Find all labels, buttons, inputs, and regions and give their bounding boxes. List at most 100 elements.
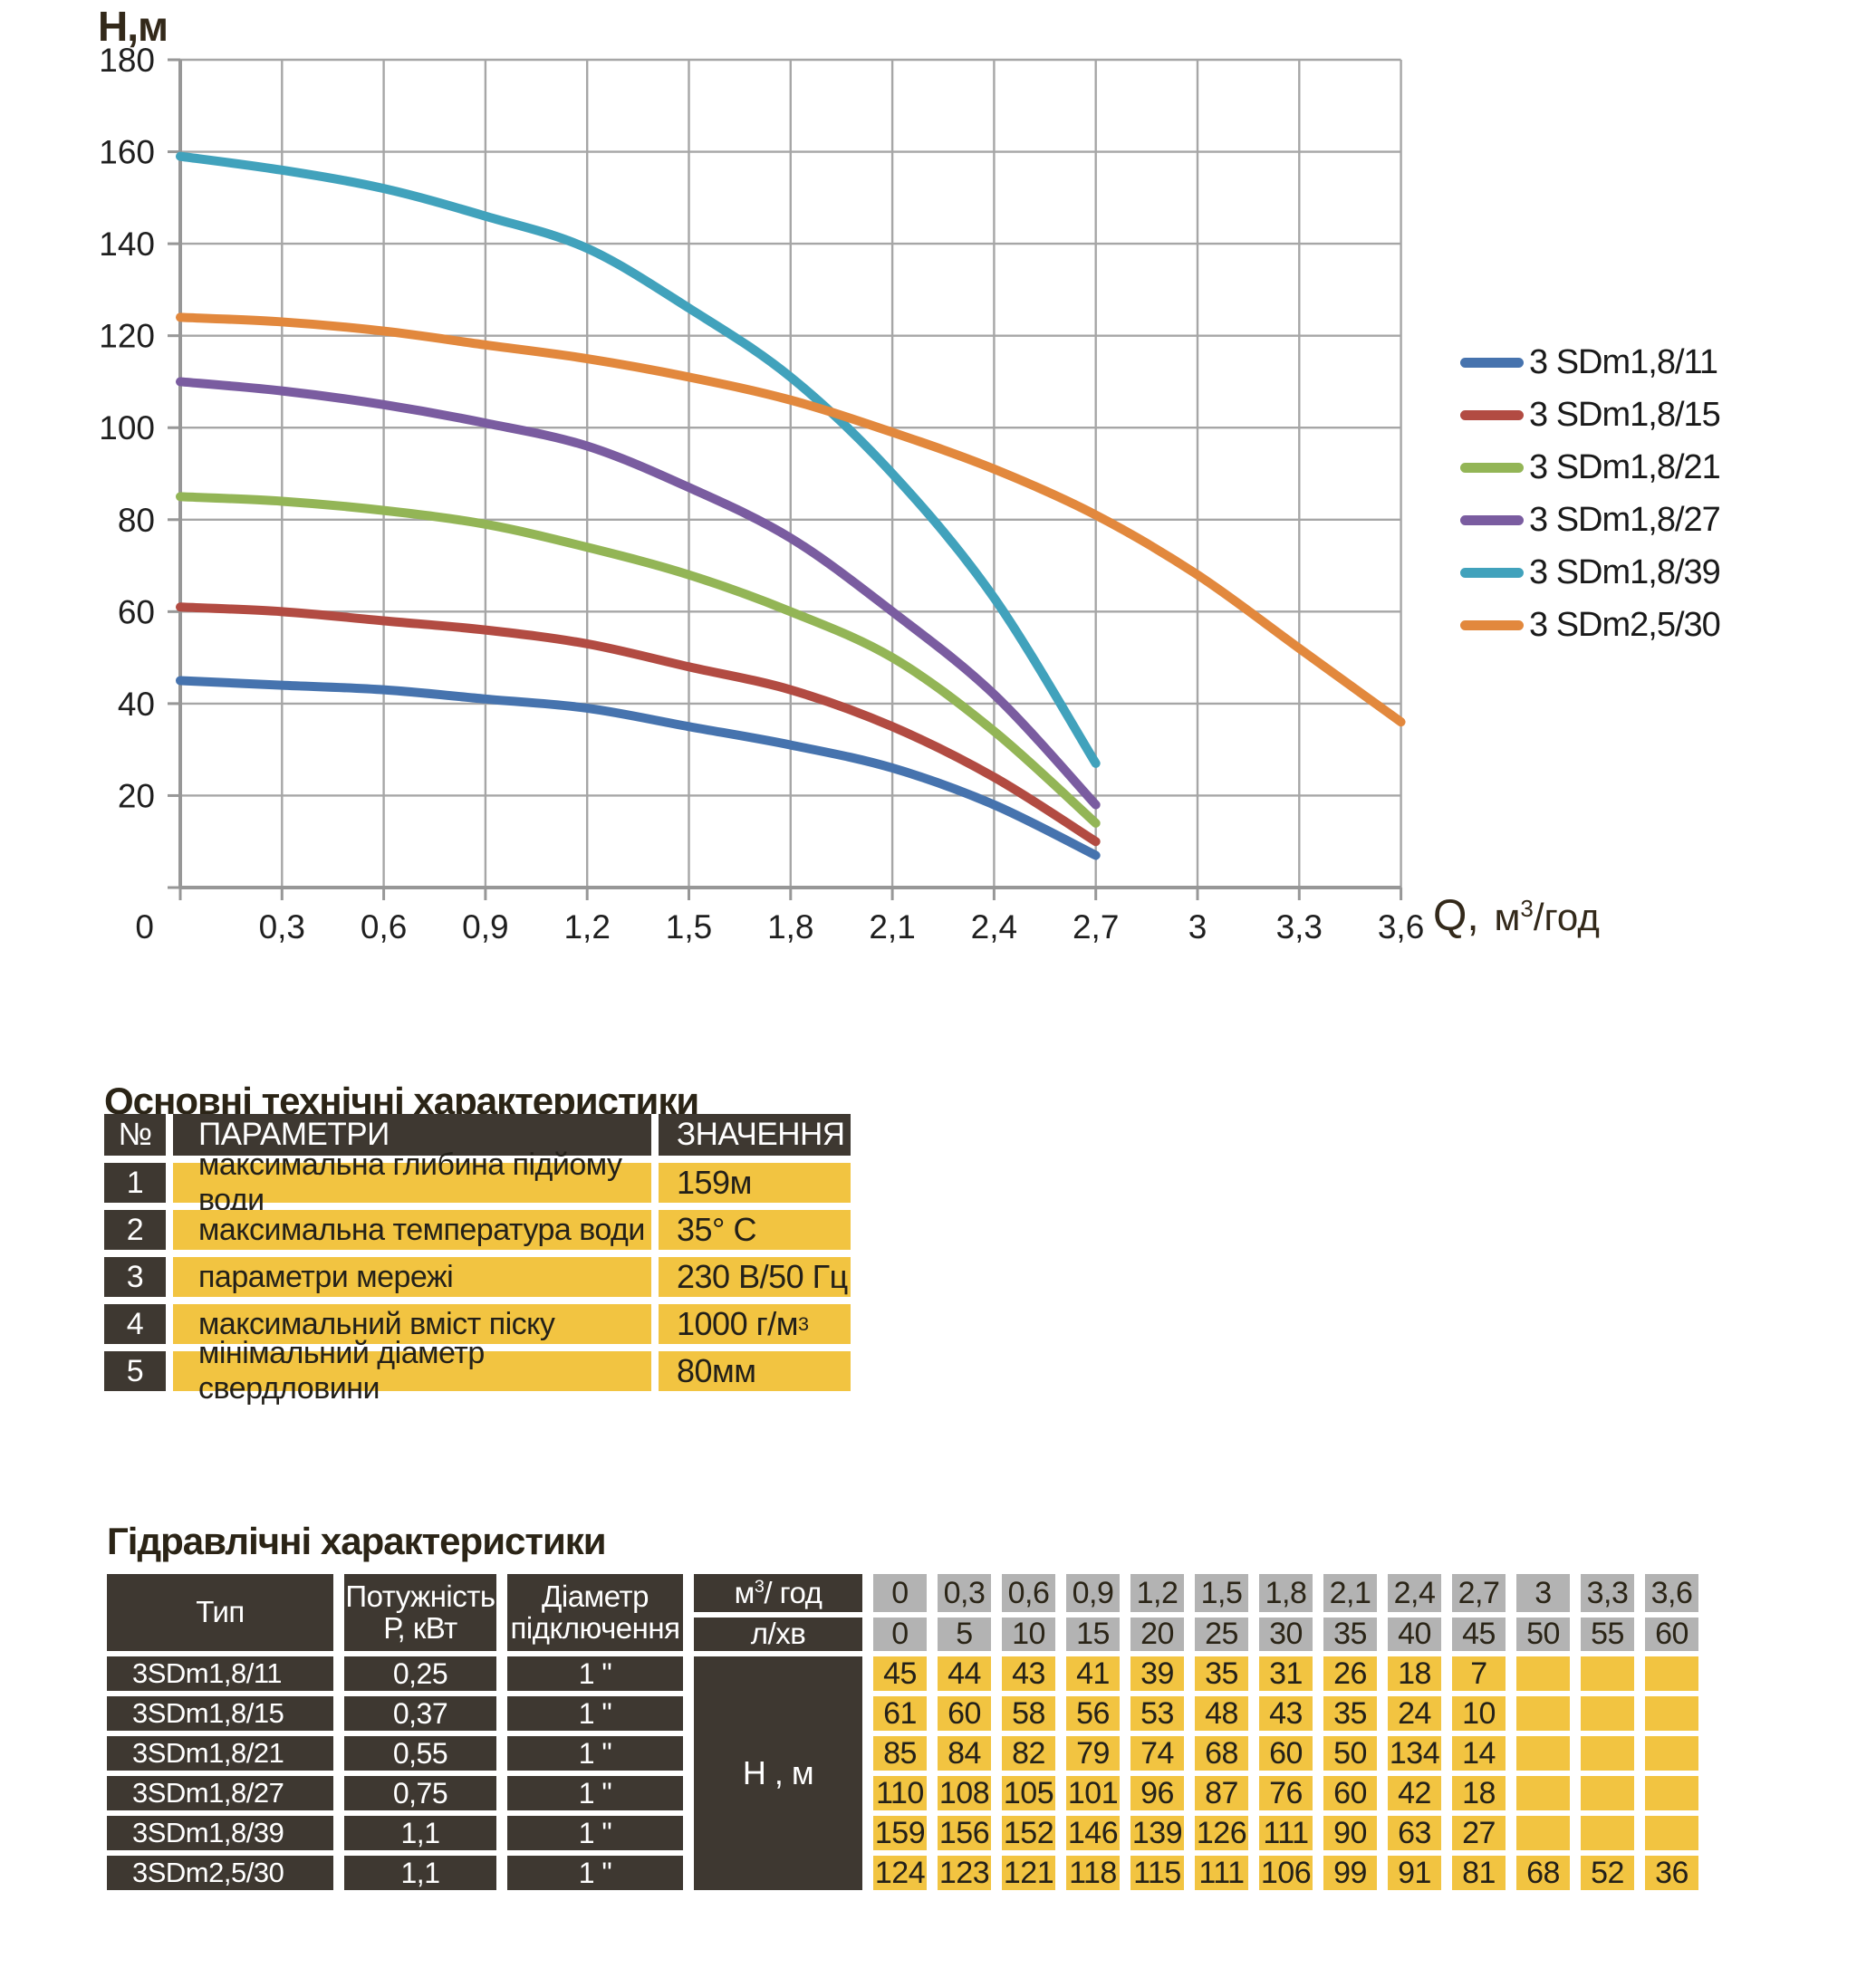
head-value-cell: [1581, 1776, 1634, 1810]
head-value-cell: 84: [938, 1736, 991, 1771]
pump-power-cell: 0,25: [344, 1656, 496, 1691]
flow-lmin-cell: 20: [1130, 1617, 1184, 1651]
series-lines: [176, 151, 1406, 860]
flow-lmin-cell: 35: [1323, 1617, 1377, 1651]
y-tick-label: 100: [99, 409, 155, 446]
legend-label: 3 SDm1,8/21: [1529, 447, 1721, 486]
tech-header-num: №: [104, 1114, 166, 1156]
tech-value-cell: 35° С: [659, 1210, 851, 1250]
head-value-cell: [1581, 1696, 1634, 1731]
head-value-cell: 124: [873, 1855, 927, 1890]
x-tick-label: 3,6: [1378, 908, 1424, 946]
gridlines: [180, 58, 1402, 888]
x-tick-label: 0,3: [259, 908, 305, 946]
pump-diameter-cell: 1 ": [507, 1816, 683, 1850]
pump-diameter-cell: 1 ": [507, 1856, 683, 1890]
tech-value-cell: 80мм: [659, 1351, 851, 1391]
flow-m3-cell: 1,2: [1130, 1574, 1184, 1612]
flow-m3-cell: 0: [873, 1574, 927, 1612]
hyd-header-power: Потужність Р, кВт: [344, 1574, 496, 1651]
tech-row-num: 1: [104, 1163, 166, 1203]
head-value-cell: 79: [1066, 1736, 1120, 1771]
legend-item: 3 SDm1,8/27: [1460, 494, 1721, 546]
series-line-5: [176, 151, 1101, 768]
x-axis-title-prefix: Q,: [1433, 892, 1479, 940]
y-tick-label: 120: [99, 318, 155, 355]
head-value-cell: 85: [873, 1736, 927, 1771]
head-value-cell: 159: [873, 1815, 927, 1850]
head-value-cell: 7: [1452, 1656, 1506, 1691]
head-value-cell: 18: [1452, 1776, 1506, 1810]
head-value-cell: 58: [1002, 1696, 1055, 1731]
flow-m3-base: м: [734, 1575, 755, 1609]
head-value-cell: [1581, 1736, 1634, 1771]
head-value-cell: 90: [1323, 1816, 1377, 1850]
tech-param-cell: параметри мережі: [173, 1257, 651, 1297]
head-value-cell: 76: [1259, 1776, 1313, 1810]
legend-label: 3 SDm2,5/30: [1529, 605, 1721, 644]
tick-labels: 180 160 140 120 100 80 60 40 20 0 0,3 0,6 0,9 1,2 1,5 1…: [99, 42, 1424, 946]
head-value-cell: 118: [1066, 1856, 1120, 1890]
hydraulic-table: Тип Потужність Р, кВт Діаметр підключення …: [107, 1574, 1698, 1890]
pump-curves-chart: 180 160 140 120 100 80 60 40 20 0 0,3 0,6 0,9 1,2 1,5 1…: [0, 0, 1876, 978]
head-value-cell: 108: [938, 1775, 991, 1810]
axes: [168, 58, 1403, 900]
head-value-cell: 44: [938, 1656, 991, 1691]
pump-power-cell: 1,1: [344, 1856, 496, 1890]
head-value-cell: 63: [1388, 1816, 1441, 1850]
x-tick-label: 0,6: [361, 908, 407, 946]
head-value-cell: 110: [873, 1776, 927, 1810]
head-value-cell: 41: [1066, 1656, 1120, 1691]
x-tick-label: 0,9: [462, 908, 508, 946]
head-value-cell: 50: [1323, 1736, 1377, 1771]
x-tick-label: 2,7: [1073, 908, 1119, 946]
x-tick-label: 3: [1188, 908, 1207, 946]
hyd-header-flow-lmin: л/хв: [694, 1618, 862, 1651]
flow-m3-cell: 2,1: [1323, 1574, 1377, 1612]
x-tick-label: 3,3: [1276, 908, 1323, 946]
series-line-4: [176, 377, 1101, 810]
chart-legend: 3 SDm1,8/11 3 SDm1,8/15 3 SDm1,8/21 3 SDm1,…: [1460, 336, 1721, 651]
pump-power-cell: 0,37: [344, 1696, 496, 1731]
head-value-cell: [1645, 1816, 1698, 1850]
tech-value-cell: 159м: [659, 1163, 851, 1203]
legend-item: 3 SDm1,8/11: [1460, 336, 1720, 389]
head-value-cell: 24: [1388, 1696, 1441, 1731]
legend-swatch: [1460, 514, 1524, 525]
pump-diameter-cell: 1 ": [507, 1656, 683, 1691]
legend-swatch: [1460, 619, 1524, 630]
tech-row-num: 3: [104, 1257, 166, 1297]
series-line-1: [176, 676, 1101, 860]
pump-type-cell: 3SDm2,5/30: [107, 1856, 333, 1890]
pump-power-cell: 1,1: [344, 1816, 496, 1850]
head-value-cell: 115: [1130, 1856, 1184, 1890]
chart-canvas: 180 160 140 120 100 80 60 40 20 0 0,3 0,6 0,9 1,2 1,5 1…: [99, 42, 1424, 946]
head-value-cell: [1645, 1656, 1698, 1691]
head-value-cell: 87: [1195, 1776, 1248, 1810]
head-value-cell: 39: [1130, 1656, 1184, 1691]
x-axis-unit-sup: 3: [1520, 895, 1534, 922]
head-value-cell: 31: [1259, 1656, 1313, 1691]
tech-header-param: ПАРАМЕТРИ: [173, 1114, 651, 1156]
head-value-cell: 105: [1002, 1775, 1055, 1810]
head-value-cell: 81: [1452, 1856, 1506, 1890]
tech-row-num: 2: [104, 1210, 166, 1250]
head-value-cell: 156: [938, 1815, 991, 1850]
head-value-cell: 61: [873, 1696, 927, 1731]
flow-lmin-cell: 5: [938, 1617, 991, 1651]
flow-m3-cell: 1,5: [1195, 1574, 1248, 1612]
pump-diameter-cell: 1 ": [507, 1696, 683, 1731]
head-value-cell: [1516, 1696, 1570, 1731]
hyd-header-diameter: Діаметр підключення: [507, 1574, 683, 1651]
flow-m3-cell: 0,9: [1066, 1574, 1120, 1612]
head-value-cell: 42: [1388, 1776, 1441, 1810]
head-value-cell: 152: [1002, 1815, 1055, 1850]
x-tick-label: 1,5: [666, 908, 712, 946]
pump-diameter-cell: 1 ": [507, 1776, 683, 1810]
head-value-cell: 53: [1130, 1696, 1184, 1731]
x-tick-label: 2,4: [971, 908, 1017, 946]
series-line-3: [176, 492, 1101, 828]
legend-item: 3 SDm1,8/21: [1460, 441, 1721, 494]
y-tick-label: 160: [99, 134, 155, 171]
